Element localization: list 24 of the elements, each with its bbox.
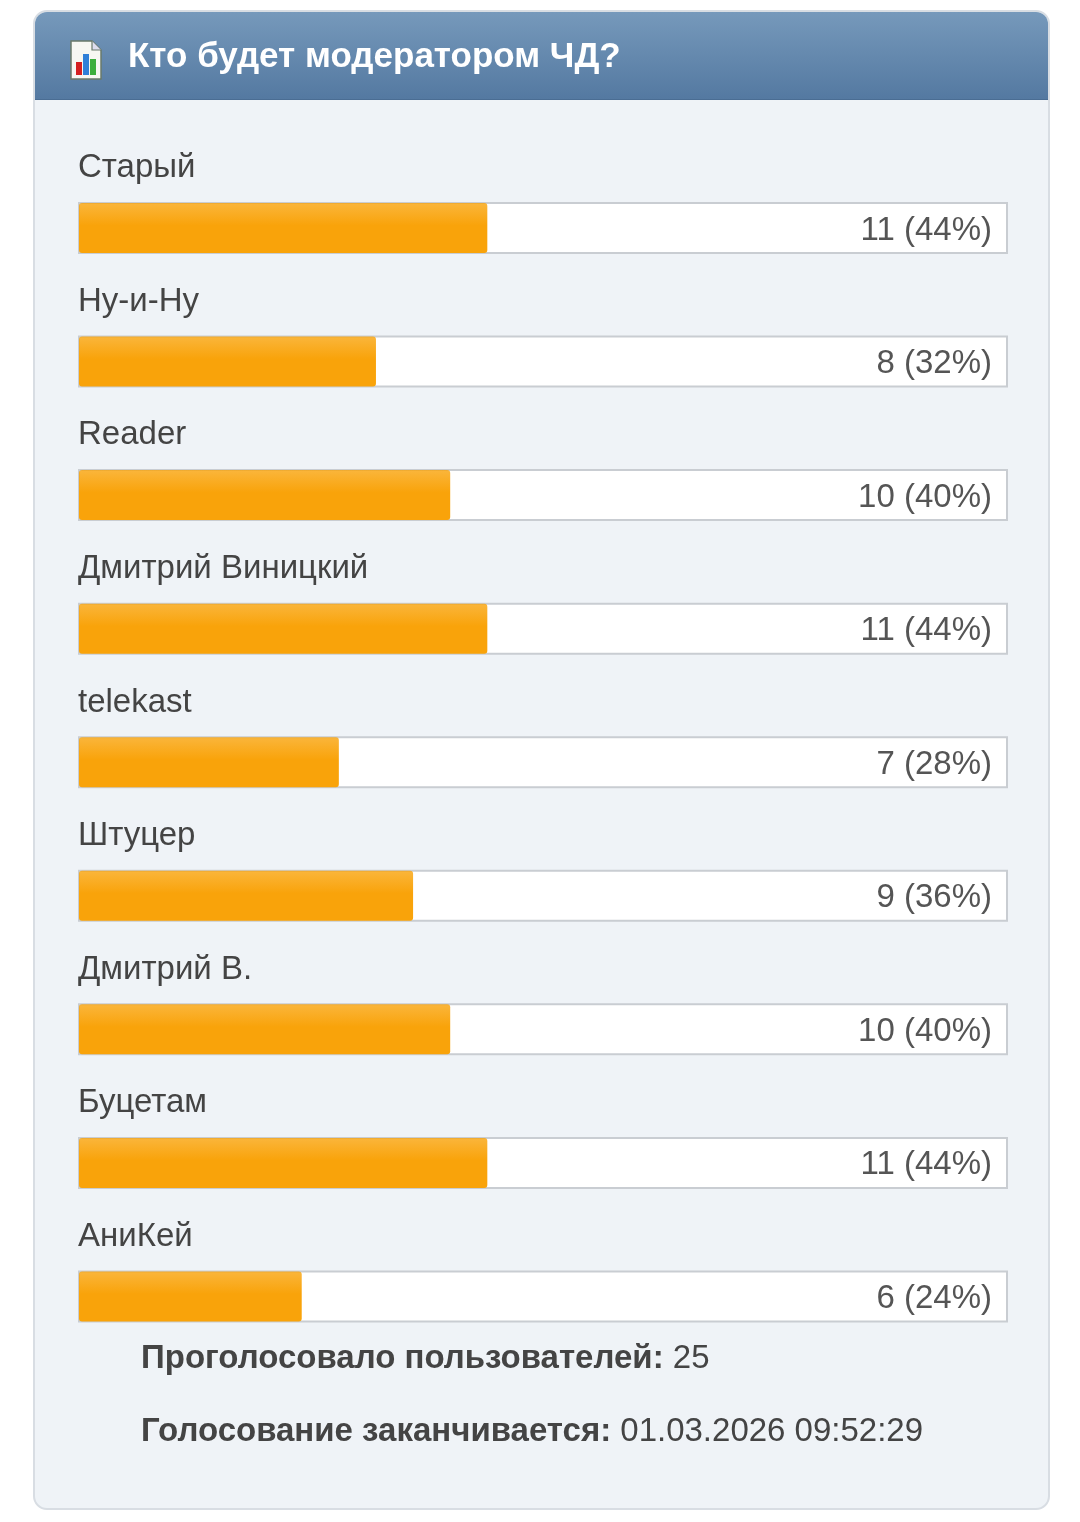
bar — [79, 737, 339, 788]
bar — [79, 336, 376, 387]
data-label: 11 (44%) — [860, 209, 992, 247]
data-label: 10 (40%) — [858, 476, 992, 514]
y-tick-label: АниКей — [78, 1215, 193, 1253]
y-tick-label: Старый — [78, 147, 196, 185]
chart-title: Кто будет модератором ЧД? — [128, 34, 621, 76]
text: Проголосовало пользователей: 25 — [141, 1338, 710, 1375]
data-label: 9 (36%) — [876, 877, 992, 915]
y-tick-label: Дмитрий В. — [78, 948, 253, 986]
y-tick-label: Буцетам — [78, 1082, 208, 1120]
y-tick-label: Дмитрий Виницкий — [78, 547, 369, 585]
y-tick-label: Reader — [78, 414, 187, 452]
bar — [79, 1271, 302, 1322]
y-tick-label: Ну-и-Ну — [78, 280, 200, 318]
y-tick-label: telekast — [78, 681, 192, 719]
data-label: 8 (32%) — [876, 343, 992, 381]
data-label: 6 (24%) — [876, 1277, 992, 1315]
text: Голосование заканчивается: 01.03.2026 09:52:29 — [141, 1411, 924, 1448]
data-label: 11 (44%) — [860, 610, 992, 648]
data-label: 11 (44%) — [860, 1144, 992, 1182]
y-tick-label: Штуцер — [78, 815, 196, 853]
data-label: 7 (28%) — [876, 743, 992, 781]
data-label: 10 (40%) — [858, 1010, 992, 1048]
